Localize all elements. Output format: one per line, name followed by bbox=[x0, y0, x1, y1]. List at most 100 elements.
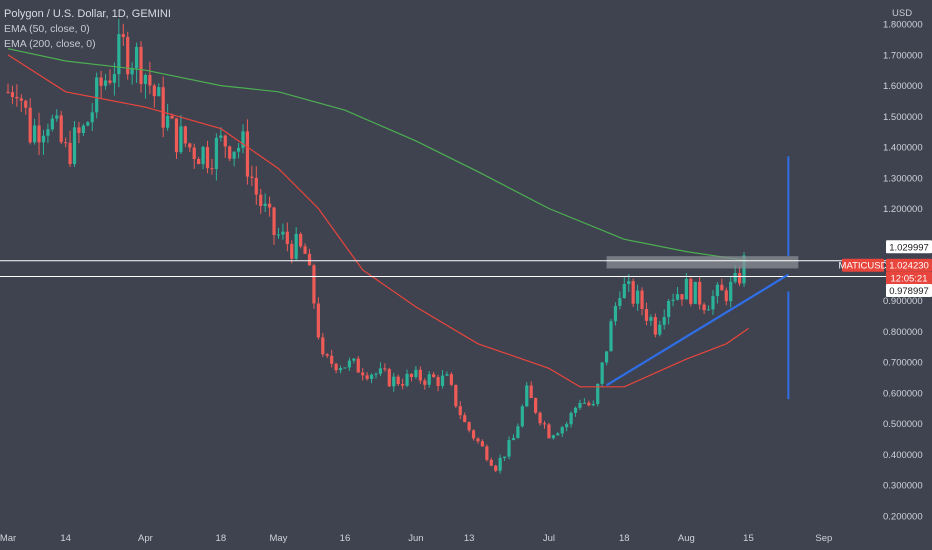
candle-up bbox=[715, 284, 720, 297]
candle-down bbox=[538, 412, 542, 424]
candle-down bbox=[587, 402, 591, 406]
candle-down bbox=[330, 355, 334, 364]
candle-down bbox=[174, 118, 179, 153]
candle-down bbox=[77, 127, 81, 134]
candle-down bbox=[192, 147, 196, 160]
candle-down bbox=[19, 98, 23, 101]
candle-down bbox=[99, 77, 103, 86]
time-tick-label: 18 bbox=[619, 533, 630, 544]
candlestick-series bbox=[6, 19, 746, 474]
price-tick-label: 0.400000 bbox=[883, 450, 923, 461]
candle-down bbox=[37, 125, 41, 143]
time-tick-label: 15 bbox=[743, 533, 754, 544]
candle-up bbox=[378, 368, 383, 374]
candle-down bbox=[126, 36, 130, 75]
lower-line-label-bg bbox=[886, 283, 932, 297]
candle-up bbox=[671, 299, 675, 301]
price-tick-label: 1.400000 bbox=[883, 143, 923, 154]
candle-down bbox=[59, 115, 63, 143]
candle-down bbox=[10, 92, 15, 97]
candle-up bbox=[613, 305, 618, 322]
candle-down bbox=[476, 438, 480, 442]
candle-down bbox=[139, 46, 143, 84]
candle-up bbox=[343, 367, 347, 369]
candle-down bbox=[418, 369, 422, 381]
candle-up bbox=[55, 115, 59, 119]
candle-up bbox=[569, 412, 573, 425]
last-price-label-text: 1.024230 bbox=[889, 261, 929, 272]
candle-down bbox=[152, 85, 156, 97]
candle-down bbox=[432, 374, 436, 378]
time-tick-label: 16 bbox=[340, 533, 351, 544]
candle-down bbox=[6, 91, 10, 93]
candle-up bbox=[711, 296, 715, 310]
candle-down bbox=[15, 96, 19, 99]
candle-up bbox=[232, 151, 236, 159]
candle-down bbox=[454, 384, 458, 407]
price-tick-label: 0.300000 bbox=[883, 481, 923, 492]
candle-up bbox=[405, 373, 409, 386]
candle-down bbox=[312, 265, 316, 304]
last-price-label-bg bbox=[886, 258, 932, 272]
candle-up bbox=[201, 146, 205, 165]
candle-up bbox=[573, 407, 578, 413]
candle-down bbox=[463, 415, 467, 423]
candle-down bbox=[205, 146, 210, 169]
candle-up bbox=[675, 294, 680, 300]
candle-down bbox=[183, 126, 187, 144]
price-tick-label: 0.200000 bbox=[883, 511, 923, 522]
last-price-label: 1.024230 bbox=[886, 258, 932, 272]
candle-up bbox=[241, 131, 245, 148]
candle-down bbox=[737, 273, 742, 284]
candle-down bbox=[631, 281, 635, 304]
candle-up bbox=[684, 278, 688, 300]
candle-down bbox=[299, 233, 303, 247]
candle-up bbox=[130, 68, 134, 75]
candle-up bbox=[578, 402, 582, 408]
candle-down bbox=[640, 290, 644, 309]
candle-up bbox=[95, 77, 99, 113]
candle-up bbox=[565, 424, 569, 428]
time-tick-label: Jul bbox=[543, 533, 555, 544]
candle-up bbox=[556, 433, 560, 436]
candle-up bbox=[214, 137, 218, 170]
countdown-label-bg bbox=[886, 271, 932, 285]
price-tick-label: 0.600000 bbox=[883, 388, 923, 399]
candle-up bbox=[622, 283, 626, 299]
candle-up bbox=[369, 374, 374, 379]
candle-down bbox=[316, 303, 320, 338]
candle-up bbox=[502, 456, 507, 458]
symbol-tag-text: MATICUSD bbox=[839, 261, 888, 272]
time-tick-label: Apr bbox=[138, 533, 153, 544]
candle-down bbox=[529, 385, 533, 399]
candle-up bbox=[352, 358, 356, 361]
time-tick-label: 13 bbox=[464, 533, 475, 544]
price-tick-label: 1.200000 bbox=[883, 204, 923, 215]
candle-up bbox=[90, 112, 94, 123]
ema200-line bbox=[7, 48, 749, 262]
candle-down bbox=[401, 384, 405, 386]
candle-up bbox=[50, 118, 54, 130]
candle-up bbox=[276, 234, 281, 236]
candle-up bbox=[427, 374, 431, 385]
candle-down bbox=[485, 446, 489, 460]
candle-down bbox=[307, 253, 312, 266]
candle-up bbox=[600, 362, 604, 384]
candle-up bbox=[662, 316, 666, 325]
drawing-tools bbox=[0, 156, 886, 400]
candle-down bbox=[471, 430, 476, 439]
symbol-tag: MATICUSD bbox=[839, 258, 888, 272]
candle-down bbox=[121, 34, 125, 37]
candle-up bbox=[596, 383, 600, 405]
time-axis[interactable]: Mar 14 Apr 18 May 16 Jun 13 Jul 18 Aug 15 Sep bbox=[0, 533, 832, 544]
candle-up bbox=[179, 126, 183, 153]
time-tick-label: 18 bbox=[216, 533, 227, 544]
candle-up bbox=[445, 374, 449, 376]
ema50-legend: EMA (50, close, 0) bbox=[4, 23, 90, 35]
candle-down bbox=[250, 176, 254, 178]
candle-down bbox=[547, 424, 551, 439]
candle-down bbox=[644, 308, 649, 321]
